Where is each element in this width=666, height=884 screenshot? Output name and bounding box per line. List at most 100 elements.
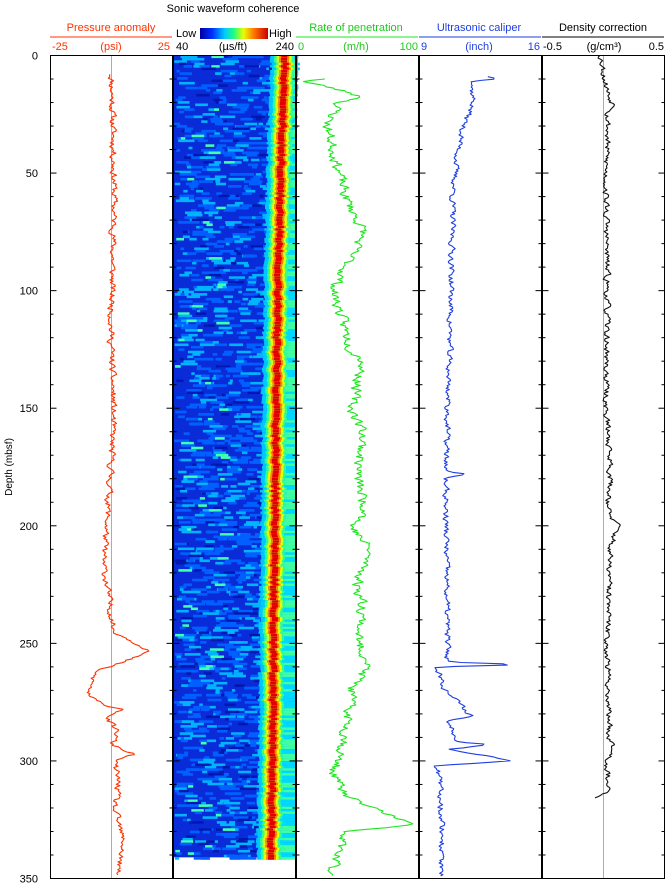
sonic-speckle (177, 547, 195, 551)
sonic-speckle (180, 362, 198, 366)
sonic-speckle (249, 633, 266, 637)
sonic-speckle (220, 624, 234, 627)
sonic-tail (283, 576, 295, 579)
sonic-speckle (215, 453, 229, 457)
sonic-peak (272, 600, 279, 603)
sonic-speckle (240, 573, 253, 577)
sonic-tail (286, 427, 295, 431)
sonic-speckle (249, 137, 262, 140)
sonic-peak (270, 686, 277, 690)
sonic-speckle (190, 552, 202, 555)
sonic-tail (293, 98, 295, 102)
sonic-peak (271, 667, 278, 671)
sonic-speckle (198, 86, 208, 90)
sonic-peak (281, 72, 288, 75)
sonic-speckle (237, 818, 250, 822)
sonic-speckle (240, 439, 258, 443)
sonic-speckle (196, 285, 214, 289)
sonic-speckle (243, 523, 261, 527)
sonic-speckle (208, 213, 213, 217)
sonic-speckle (174, 559, 187, 563)
sonic-speckle (180, 552, 190, 555)
density-track-frame (542, 55, 665, 879)
sonic-speckle (225, 223, 235, 227)
sonic-peak (277, 158, 284, 162)
sonic-speckle (205, 602, 220, 606)
sonic-peak (266, 845, 273, 848)
sonic-speckle (214, 547, 232, 551)
sonic-peak (268, 727, 275, 731)
sonic-speckle (237, 667, 247, 671)
sonic-tail (283, 597, 295, 601)
sonic-peak (270, 722, 277, 726)
sonic-speckle (251, 165, 258, 169)
sonic-speckle (236, 261, 249, 265)
sonic-speckle (246, 492, 250, 495)
sonic-speckle (246, 583, 259, 587)
sonic-speckle (181, 129, 188, 133)
sonic-speckle (184, 221, 200, 224)
sonic-peak (272, 557, 279, 560)
sonic-speckle (215, 636, 232, 639)
sonic-speckle (187, 156, 200, 159)
sonic-speckle (203, 221, 210, 224)
sonic-speckle (229, 857, 240, 860)
sonic-peak (270, 756, 277, 759)
sonic-speckle (212, 353, 218, 356)
sonic-peak (268, 749, 275, 752)
sonic-tail (288, 295, 295, 299)
sonic-speckle (234, 240, 244, 243)
sonic-peak (270, 701, 277, 704)
rop-unit: (m/h) (343, 41, 369, 53)
sonic-speckle (175, 633, 184, 637)
sonic-peak (276, 192, 283, 195)
sonic-speckle (239, 235, 256, 239)
sonic-tail (283, 710, 295, 714)
sonic-speckle (207, 278, 224, 282)
sonic-peak (271, 590, 278, 594)
sonic-speckle (181, 317, 198, 320)
sonic-speckle (174, 542, 187, 546)
depth-tick-label: 0 (32, 51, 38, 63)
sonic-peak (275, 252, 282, 255)
sonic-peak (267, 792, 274, 795)
sonic-tail (291, 120, 295, 123)
sonic-speckle (184, 129, 192, 133)
sonic-peak (275, 204, 282, 207)
sonic-tail (286, 463, 295, 467)
sonic-speckle (225, 804, 232, 807)
sonic-peak (280, 91, 287, 95)
sonic-speckle (216, 192, 222, 195)
sonic-speckle (228, 161, 242, 164)
sonic-tail (282, 734, 295, 738)
sonic-speckle (226, 787, 241, 791)
sonic-speckle (242, 192, 252, 195)
sonic-speckle (238, 307, 249, 311)
sonic-speckle (204, 482, 219, 486)
depth-tick-label: 100 (20, 286, 38, 298)
sonic-speckle (216, 441, 225, 445)
sonic-peak (269, 612, 276, 615)
sonic-speckle (254, 305, 267, 308)
sonic-tail (294, 57, 295, 61)
sonic-speckle (234, 72, 245, 75)
sonic-speckle (191, 446, 204, 450)
sonic-speckle (219, 225, 225, 229)
sonic-speckle (184, 127, 193, 131)
sonic-speckle (252, 607, 259, 611)
sonic-speckle (197, 842, 210, 846)
sonic-tail (281, 768, 295, 771)
sonic-speckle (240, 782, 249, 786)
sonic-tail (290, 146, 295, 150)
sonic-tail (292, 144, 295, 147)
sonic-tail (288, 283, 295, 287)
sonic-speckle (211, 763, 226, 767)
sonic-speckle (174, 720, 182, 723)
sonic-speckle (187, 559, 195, 563)
sonic-peak (271, 636, 278, 639)
sonic-speckle (221, 813, 235, 817)
sonic-speckle (181, 530, 194, 534)
sonic-speckle (245, 425, 262, 428)
sonic-peak (271, 638, 278, 642)
sonic-speckle (236, 141, 254, 145)
